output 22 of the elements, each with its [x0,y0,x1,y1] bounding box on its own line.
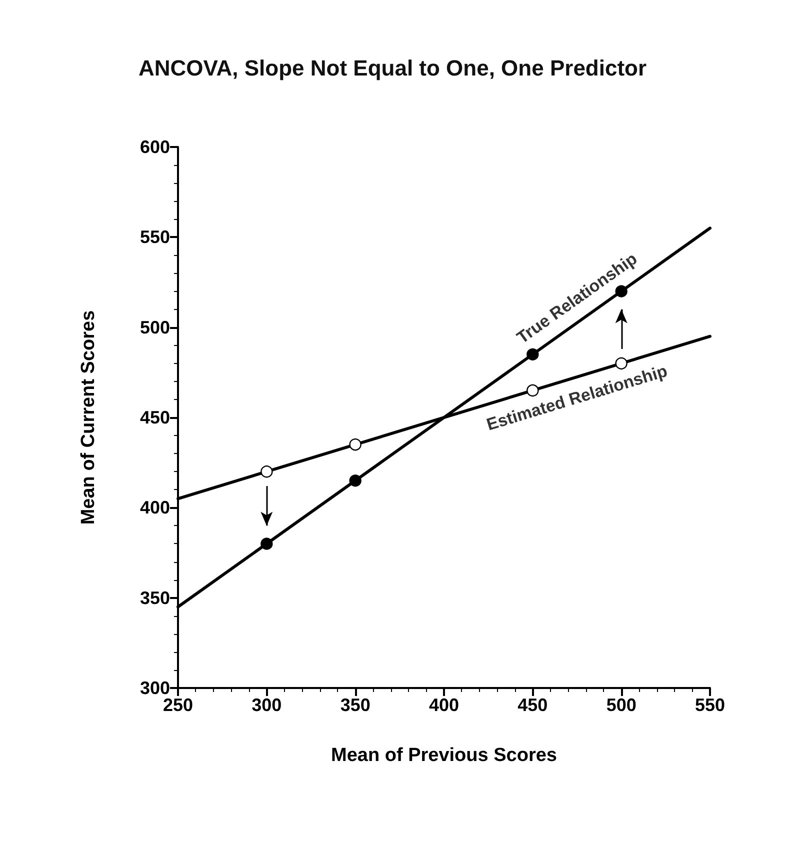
point [260,466,273,478]
x-tick-label: 450 [518,695,548,715]
x-tick-label: 400 [428,695,460,715]
y-tick-label: 600 [140,137,170,157]
point [349,438,362,451]
x-tick-label: 350 [340,695,370,715]
y-tick-label: 400 [140,498,170,518]
x-tick-label: 550 [694,695,726,715]
y-tick-label: 450 [140,408,170,428]
x-tick-label: 300 [252,695,282,715]
point [526,348,539,360]
point [260,538,273,550]
y-axis-title: Mean of Current Scores [78,310,99,525]
y-tick-label: 350 [140,588,170,608]
y-tick-label: 300 [140,678,170,698]
chart-title: ANCOVA, Slope Not Equal to One, One Predictor [138,56,647,80]
point [349,474,362,487]
x-axis-title: Mean of Previous Scores [331,745,557,766]
y-tick-label: 500 [140,317,170,338]
x-tick-label: 250 [162,695,194,715]
x-tick-label: 500 [606,695,636,715]
y-tick-label: 550 [140,227,170,248]
